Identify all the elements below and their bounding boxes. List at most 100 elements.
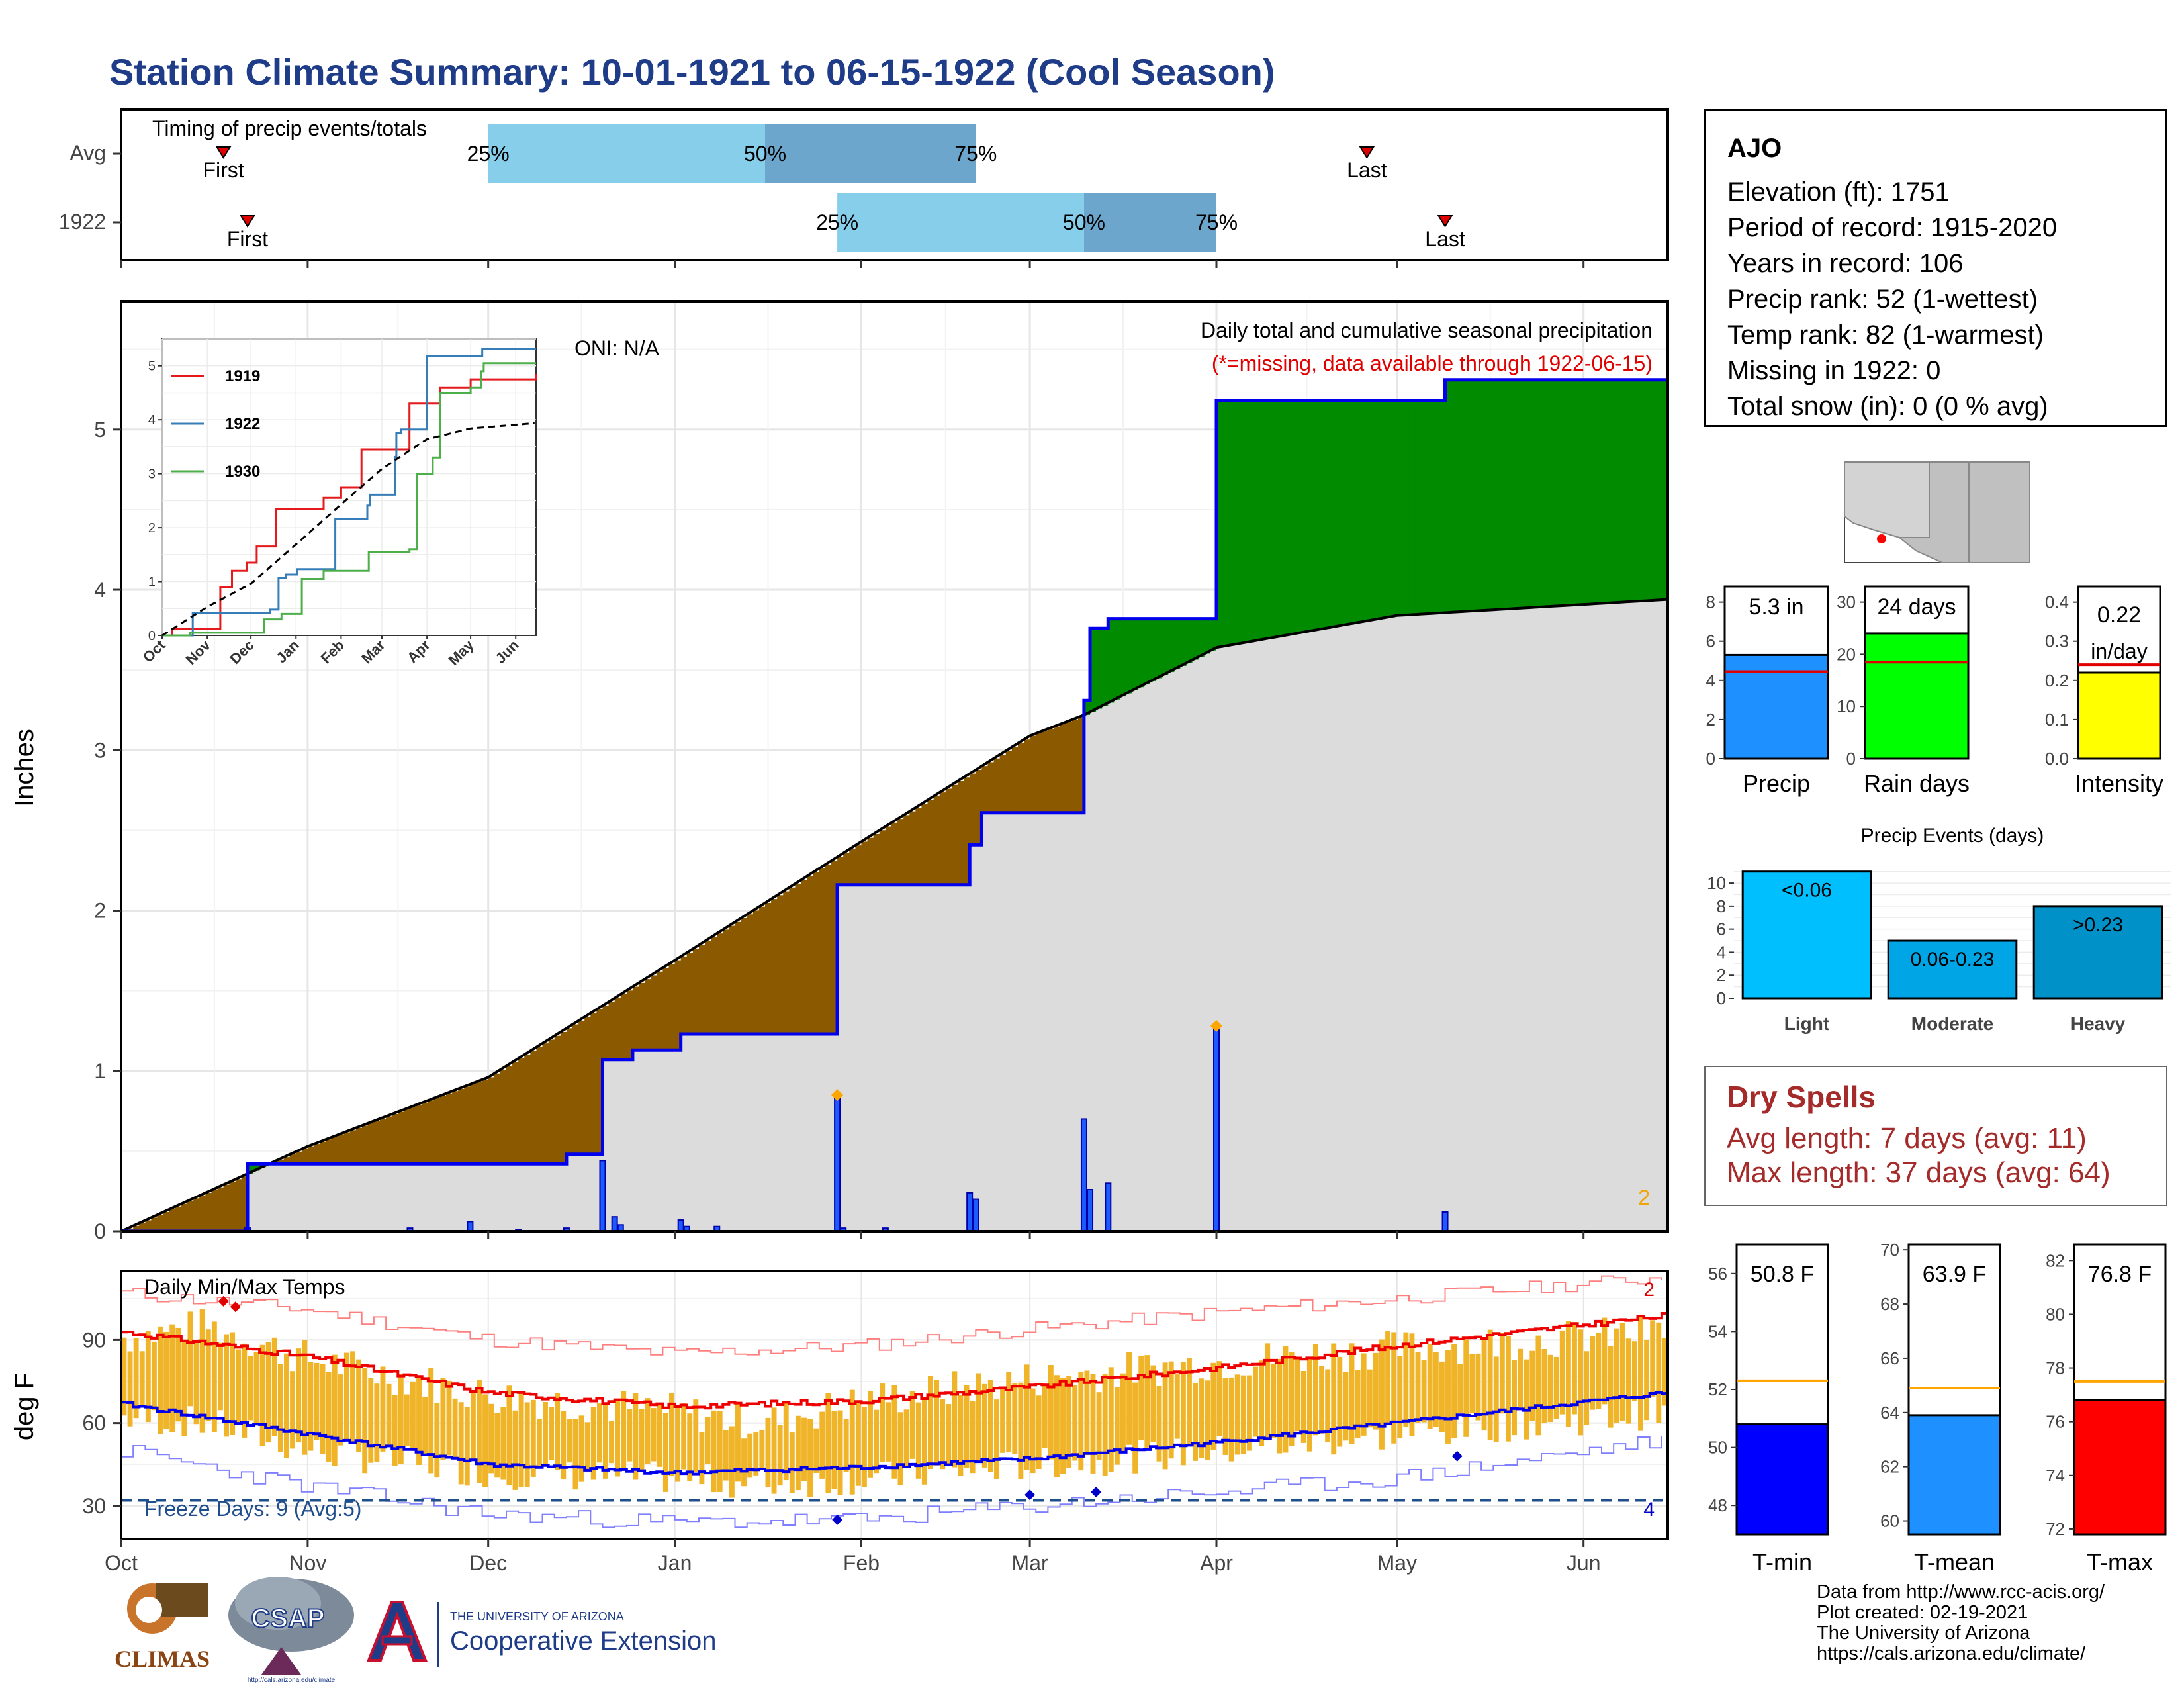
precip-deficit-fill [777, 895, 784, 1035]
csap-logo-url: http://cals.arizona.edu/climate [248, 1677, 336, 1684]
precip-deficit-fill [386, 1116, 392, 1164]
precip-base-fill [1024, 812, 1030, 1231]
precip-deficit-fill [849, 849, 856, 885]
temp-daily-bar [410, 1381, 416, 1451]
precip-base-fill [1481, 610, 1488, 1231]
credit-university: The University of Arizona [1817, 1622, 2030, 1644]
precip-deficit-fill [428, 1100, 435, 1164]
precip-deficit-fill [771, 899, 778, 1035]
precip-base-fill [1349, 624, 1355, 1231]
temp-daily-bar [488, 1403, 494, 1474]
precip-base-fill [897, 884, 904, 1231]
precip-deficit-fill [692, 949, 700, 1035]
precip-surplus-fill [1643, 379, 1651, 601]
temp-daily-bar [482, 1394, 488, 1487]
small-chart-value-label: 5.3 in [1749, 594, 1803, 620]
temp-daily-bar [1463, 1339, 1469, 1437]
precip-deficit-fill [578, 1020, 585, 1154]
precip-surplus-fill [1547, 379, 1554, 607]
precip-base-fill [1408, 614, 1416, 1231]
temp-daily-bar [1030, 1388, 1036, 1474]
precip-base-fill [1493, 610, 1500, 1231]
precip-deficit-fill [1030, 735, 1036, 813]
precip-caption-missing: (*=missing, data available through 1922-… [1212, 352, 1653, 375]
precip-surplus-fill [1373, 400, 1380, 620]
precip-base-fill [662, 1050, 670, 1231]
precip-base-fill [921, 884, 929, 1231]
precip-surplus-fill [1402, 400, 1410, 616]
station-temp-rank: Temp rank: 82 (1-warmest) [1727, 320, 2044, 350]
precip-base-fill [320, 1164, 326, 1231]
precip-daily-bars [244, 1019, 1449, 1233]
station-period: Period of record: 1915-2020 [1727, 213, 2058, 242]
precip-base-fill [813, 1034, 820, 1231]
precip-base-fill [542, 1164, 549, 1231]
precip-base-fill [295, 1164, 302, 1231]
temp-daily-bar [934, 1380, 940, 1466]
precip-events-category-label: Light [1784, 1013, 1829, 1034]
precip-base-fill [879, 884, 886, 1231]
precip-base-fill [265, 1165, 272, 1231]
precip-events-y-tick-label: 10 [1707, 873, 1726, 893]
precip-y-tick-label: 4 [94, 578, 106, 602]
precip-deficit-fill [933, 796, 940, 885]
precip-deficit-fill [596, 1009, 604, 1154]
precip-deficit-fill [639, 982, 645, 1051]
precip-surplus-fill [1367, 400, 1374, 621]
precip-daily-bar [1087, 1189, 1094, 1232]
small-chart-bar [1864, 632, 1970, 760]
station-precip-rank: Precip rank: 52 (1-wettest) [1727, 285, 2038, 314]
precip-fills [127, 379, 1668, 1231]
temp-daily-bar [1018, 1382, 1024, 1479]
precip-base-fill [470, 1164, 477, 1231]
precip-base-fill [903, 884, 910, 1231]
climas-logo-mark [156, 1583, 208, 1617]
precip-base-fill [1222, 646, 1229, 1231]
temp-panel: 30 60 90 Daily Min/Max Temps Freeze Days: … [10, 1270, 1669, 1575]
precip-deficit-fill [885, 826, 892, 885]
precip-deficit-fill [927, 800, 934, 885]
temp-panel-frame [120, 1270, 1669, 1540]
precip-surplus-fill [1523, 379, 1530, 608]
temp-daily-bar [735, 1402, 741, 1482]
precip-base-fill [795, 1034, 802, 1231]
precip-base-fill [771, 1034, 778, 1231]
precip-surplus-fill [1186, 618, 1193, 663]
precip-base-fill [1042, 812, 1048, 1231]
dry-spells-max: Max length: 37 days (avg: 64) [1727, 1156, 2111, 1189]
precip-base-fill [1017, 812, 1024, 1231]
precip-base-fill [987, 812, 995, 1231]
precip-deficit-fill [584, 1017, 591, 1154]
temp-daily-bar [302, 1340, 308, 1455]
precip-daily-bar [834, 1094, 841, 1233]
small-chart-y-tick-label: 8 [1706, 592, 1715, 612]
precip-daily-bar [966, 1192, 974, 1232]
precip-deficit-fill [1024, 739, 1030, 813]
temp-daily-bar [1529, 1350, 1535, 1421]
temp-daily-bar [163, 1331, 169, 1429]
precip-base-fill [668, 1050, 676, 1231]
temp-daily-bar [1638, 1316, 1643, 1431]
precip-base-fill [657, 1050, 664, 1231]
precip-base-fill [1090, 712, 1097, 1231]
precip-surplus-fill [1649, 379, 1657, 601]
temp-daily-bar [609, 1421, 614, 1464]
precip-surplus-fill [1216, 400, 1223, 648]
small-chart-y-tick-label: 64 [1880, 1403, 1899, 1423]
temp-count-top: 2 [1643, 1279, 1655, 1301]
precip-deficit-fill [380, 1118, 387, 1164]
precip-base-fill [494, 1164, 501, 1231]
precip-base-fill [698, 1034, 705, 1231]
precip-caption: Daily total and cumulative seasonal prec… [1201, 318, 1653, 342]
temp-daily-bar [958, 1394, 964, 1476]
precip-base-fill [639, 1050, 645, 1231]
precip-base-fill [632, 1050, 639, 1231]
precip-base-fill [1336, 626, 1343, 1231]
temp-daily-bar [1553, 1356, 1559, 1419]
precip-surplus-fill [1661, 379, 1668, 600]
precip-surplus-fill [1445, 379, 1452, 613]
temp-count-bottom: 4 [1643, 1499, 1655, 1521]
timing-last-marker [1359, 146, 1375, 159]
precip-base-fill [1553, 606, 1560, 1231]
precip-deficit-fill [1060, 724, 1067, 813]
